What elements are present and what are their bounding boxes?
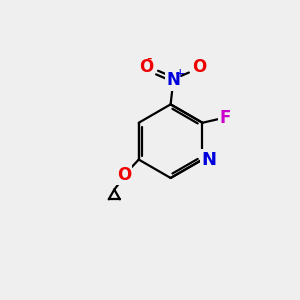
Text: O: O bbox=[139, 58, 154, 76]
Text: N: N bbox=[202, 151, 217, 169]
Text: O: O bbox=[192, 58, 207, 76]
Text: N: N bbox=[166, 71, 180, 89]
Text: +: + bbox=[174, 67, 185, 80]
Text: -: - bbox=[147, 50, 152, 65]
Text: O: O bbox=[117, 166, 131, 184]
Text: F: F bbox=[220, 109, 231, 127]
